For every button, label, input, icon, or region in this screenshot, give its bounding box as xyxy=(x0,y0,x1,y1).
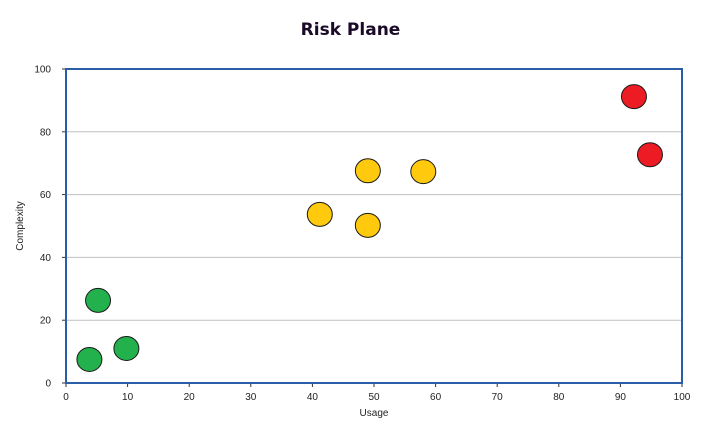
data-points xyxy=(76,84,663,372)
x-tick-label: 90 xyxy=(615,392,627,403)
y-tick-label: 20 xyxy=(40,316,52,327)
chart-title: Risk Plane xyxy=(300,20,401,40)
data-point-high xyxy=(636,142,663,168)
x-tick-label: 40 xyxy=(307,392,319,403)
data-point-medium xyxy=(306,201,333,227)
plot-frame xyxy=(65,68,683,384)
x-tick-label: 20 xyxy=(184,392,196,403)
x-tick-label: 50 xyxy=(368,392,380,403)
y-tick-label: 0 xyxy=(45,379,51,390)
x-tick-label: 10 xyxy=(122,392,134,403)
data-point-low xyxy=(76,346,103,372)
y-tick-label: 40 xyxy=(40,253,52,264)
x-axis-ticks: 0 10 20 30 40 50 60 70 80 90 100 xyxy=(63,383,691,403)
x-tick-label: 0 xyxy=(63,392,69,403)
data-point-medium xyxy=(354,158,381,184)
x-tick-label: 80 xyxy=(553,392,565,403)
data-point-high xyxy=(620,84,647,110)
x-tick-label: 30 xyxy=(245,392,257,403)
x-tick-label: 60 xyxy=(430,392,442,403)
data-point-medium xyxy=(354,212,381,238)
data-point-medium xyxy=(410,159,437,185)
data-point-low xyxy=(113,335,140,361)
y-tick-label: 60 xyxy=(40,190,52,201)
x-tick-label: 70 xyxy=(492,392,504,403)
y-tick-label: 80 xyxy=(40,127,52,138)
x-tick-label: 100 xyxy=(674,392,691,403)
data-point-low xyxy=(85,287,112,313)
y-axis-ticks: 0 20 40 60 80 100 xyxy=(34,65,66,390)
x-axis-label: Usage xyxy=(360,408,389,419)
grid-lines xyxy=(66,131,682,321)
y-axis-label: Complexity xyxy=(15,201,26,250)
y-tick-label: 100 xyxy=(34,65,51,76)
